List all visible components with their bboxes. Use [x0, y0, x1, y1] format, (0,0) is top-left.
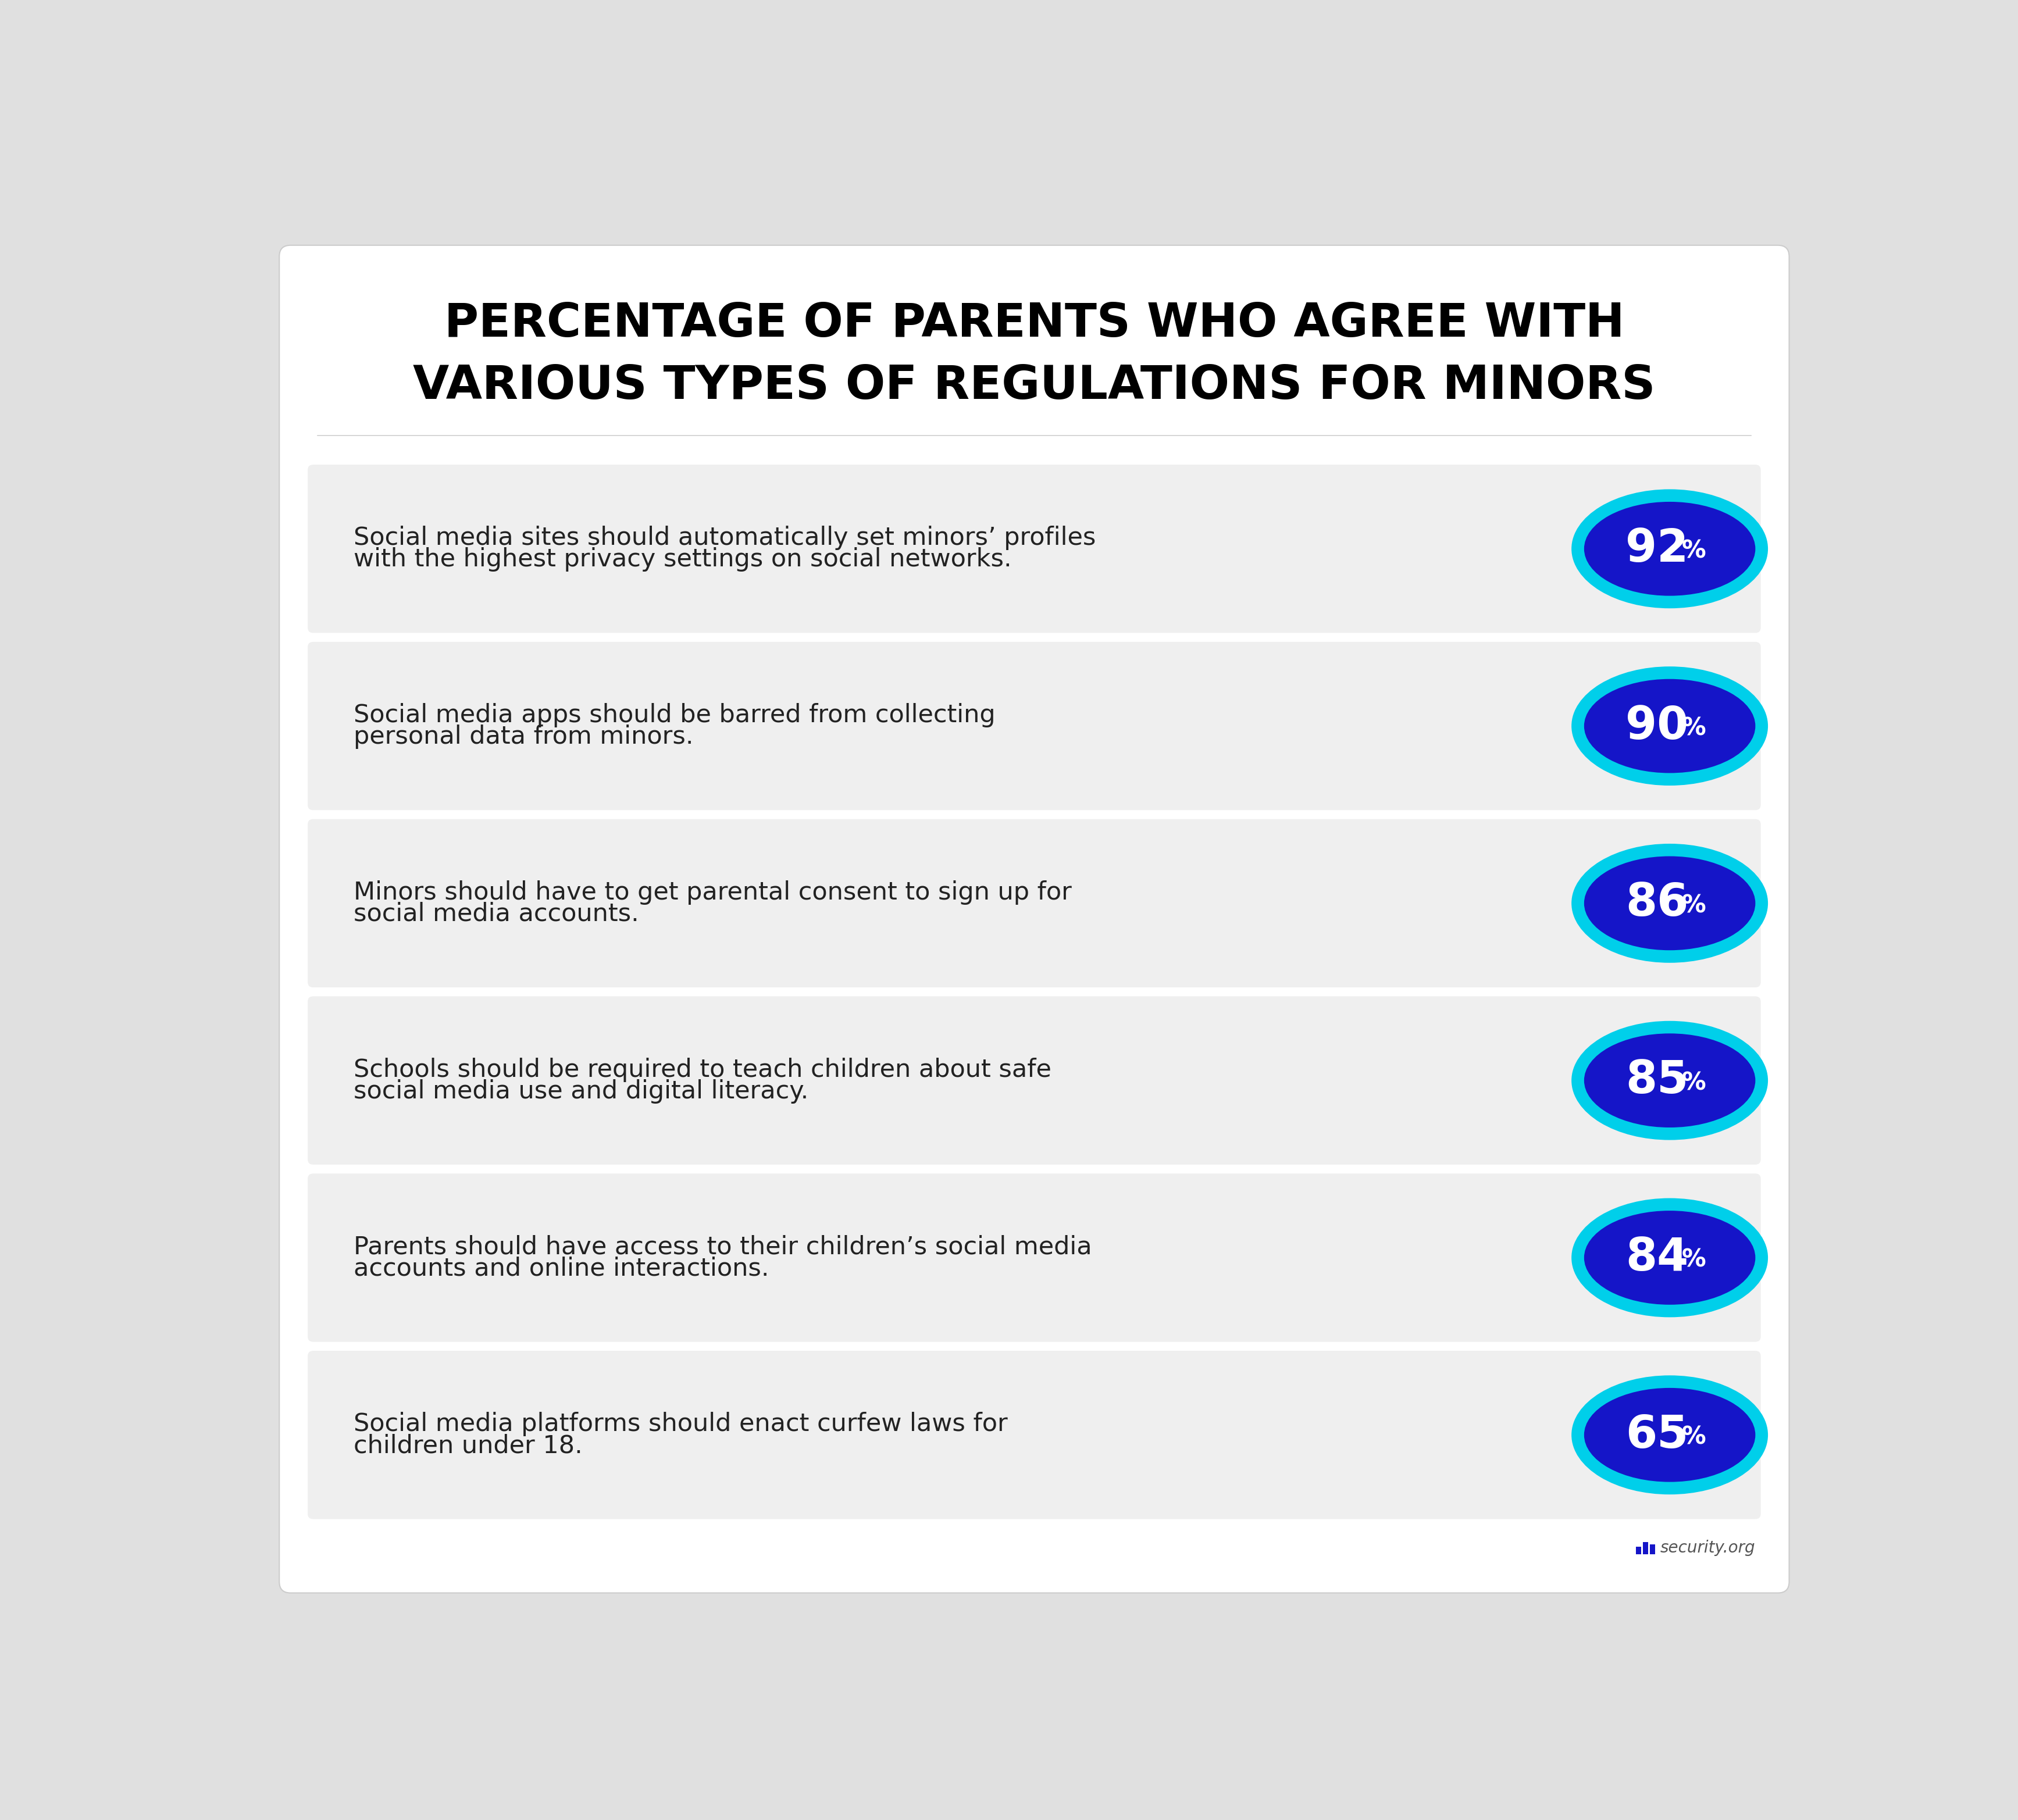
- Text: Social media platforms should enact curfew laws for: Social media platforms should enact curf…: [353, 1412, 1007, 1436]
- Text: children under 18.: children under 18.: [353, 1434, 583, 1458]
- FancyBboxPatch shape: [307, 819, 1762, 988]
- Ellipse shape: [1572, 1376, 1768, 1494]
- Text: PERCENTAGE OF PARENTS WHO AGREE WITH: PERCENTAGE OF PARENTS WHO AGREE WITH: [444, 300, 1624, 346]
- Bar: [1643, 1542, 1649, 1554]
- Ellipse shape: [1584, 1389, 1756, 1481]
- Text: Parents should have access to their children’s social media: Parents should have access to their chil…: [353, 1234, 1092, 1259]
- Text: 85: 85: [1627, 1059, 1689, 1103]
- Ellipse shape: [1584, 1034, 1756, 1127]
- Ellipse shape: [1572, 844, 1768, 963]
- FancyBboxPatch shape: [307, 1174, 1762, 1341]
- Text: social media use and digital literacy.: social media use and digital literacy.: [353, 1079, 809, 1103]
- Text: Schools should be required to teach children about safe: Schools should be required to teach chil…: [353, 1057, 1051, 1081]
- Text: Social media apps should be barred from collecting: Social media apps should be barred from …: [353, 703, 995, 728]
- FancyBboxPatch shape: [307, 464, 1762, 633]
- Text: accounts and online interactions.: accounts and online interactions.: [353, 1256, 769, 1281]
- Text: 90: 90: [1627, 704, 1689, 748]
- Ellipse shape: [1584, 1210, 1756, 1305]
- Text: 86: 86: [1627, 881, 1689, 925]
- Text: %: %: [1681, 1070, 1705, 1096]
- Ellipse shape: [1584, 679, 1756, 774]
- Bar: [1637, 1547, 1641, 1554]
- Ellipse shape: [1572, 1021, 1768, 1139]
- Ellipse shape: [1584, 855, 1756, 950]
- Text: with the highest privacy settings on social networks.: with the highest privacy settings on soc…: [353, 548, 1011, 571]
- Text: 84: 84: [1627, 1236, 1689, 1279]
- Ellipse shape: [1584, 502, 1756, 595]
- Text: %: %: [1681, 1425, 1705, 1449]
- Ellipse shape: [1572, 490, 1768, 608]
- Text: %: %: [1681, 715, 1705, 741]
- FancyBboxPatch shape: [278, 246, 1790, 1592]
- Text: %: %: [1681, 1249, 1705, 1272]
- Bar: [1651, 1545, 1655, 1554]
- FancyBboxPatch shape: [307, 1350, 1762, 1520]
- Text: %: %: [1681, 539, 1705, 562]
- Ellipse shape: [1572, 666, 1768, 786]
- FancyBboxPatch shape: [307, 642, 1762, 810]
- Text: %: %: [1681, 894, 1705, 917]
- Text: security.org: security.org: [1661, 1540, 1756, 1556]
- Text: 65: 65: [1627, 1412, 1689, 1458]
- Text: personal data from minors.: personal data from minors.: [353, 724, 694, 750]
- Ellipse shape: [1572, 1198, 1768, 1318]
- Text: social media accounts.: social media accounts.: [353, 901, 640, 926]
- FancyBboxPatch shape: [307, 996, 1762, 1165]
- Text: VARIOUS TYPES OF REGULATIONS FOR MINORS: VARIOUS TYPES OF REGULATIONS FOR MINORS: [414, 364, 1655, 410]
- Text: Social media sites should automatically set minors’ profiles: Social media sites should automatically …: [353, 526, 1096, 550]
- Text: 92: 92: [1627, 526, 1689, 571]
- Text: Minors should have to get parental consent to sign up for: Minors should have to get parental conse…: [353, 881, 1072, 905]
